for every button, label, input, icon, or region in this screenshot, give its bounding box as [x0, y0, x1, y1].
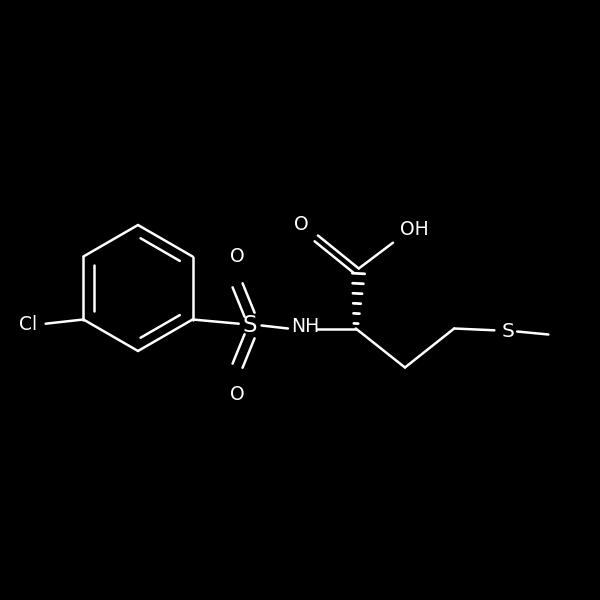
Text: O: O: [230, 247, 245, 266]
Text: O: O: [294, 215, 308, 234]
Text: S: S: [502, 322, 515, 341]
Text: OH: OH: [400, 220, 429, 239]
Text: S: S: [242, 314, 257, 337]
Text: O: O: [230, 385, 245, 404]
Text: NH: NH: [290, 317, 319, 335]
Text: Cl: Cl: [19, 315, 37, 334]
